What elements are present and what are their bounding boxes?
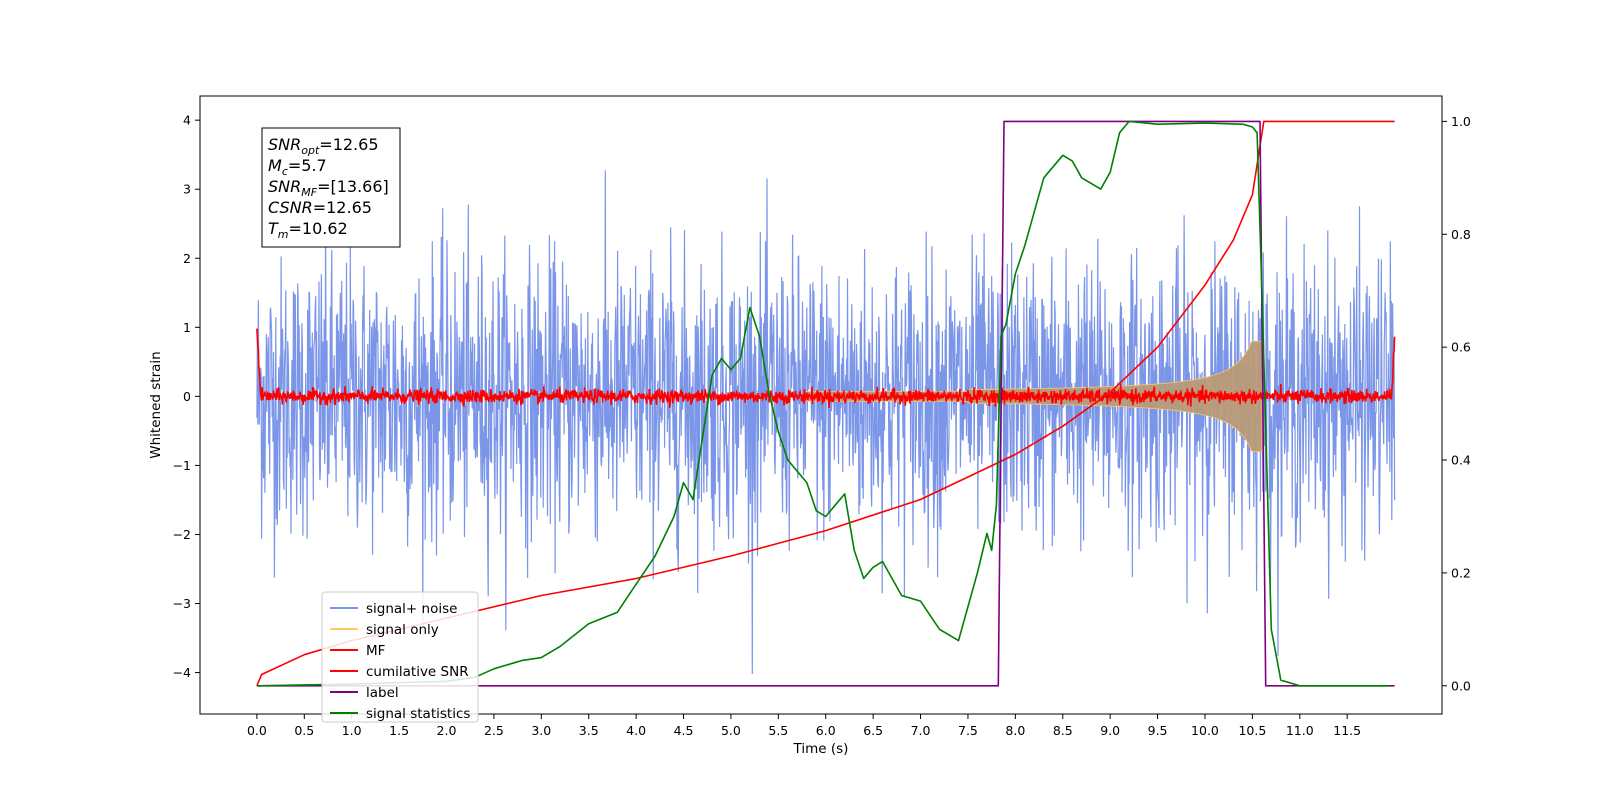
y2-tick-label: 0.8 <box>1451 227 1471 242</box>
x-tick-label: 0.5 <box>294 723 314 738</box>
y-tick-label: −3 <box>173 596 191 611</box>
x-tick-label: 8.5 <box>1053 723 1073 738</box>
info-symbol: CSNR <box>268 198 313 217</box>
legend-entry: signal+ noise <box>366 601 457 617</box>
info-value: =10.62 <box>289 219 348 238</box>
info-line: Mc=5.7 <box>268 156 327 178</box>
x-tick-label: 10.5 <box>1238 723 1266 738</box>
y-tick-label: −1 <box>173 458 191 473</box>
info-line: Tm=10.62 <box>268 219 348 241</box>
y2-tick-label: 1.0 <box>1451 114 1471 129</box>
y2-tick-label: 0.0 <box>1451 678 1471 693</box>
info-value: =[13.66] <box>317 177 389 196</box>
x-tick-label: 2.5 <box>484 723 504 738</box>
x-tick-label: 3.5 <box>579 723 599 738</box>
x-axis-ticks: 0.0 0.5 1.0 1.5 2.0 2.5 3.0 3.5 4.0 4.5 5.0 5.5 6.0 6… <box>247 714 1361 738</box>
info-symbol: M <box>268 156 282 175</box>
x-tick-label: 8.0 <box>1005 723 1025 738</box>
x-tick-label: 2.0 <box>437 723 457 738</box>
x-tick-label: 10.0 <box>1191 723 1219 738</box>
x-tick-label: 6.5 <box>863 723 883 738</box>
plot-data-layer <box>256 120 1396 687</box>
legend-entry: cumilative SNR <box>366 664 469 680</box>
info-symbol: T <box>268 219 279 238</box>
legend-entry: signal statistics <box>366 706 470 722</box>
y2-tick-label: 0.2 <box>1451 565 1471 580</box>
series-signal-noise <box>256 170 1396 675</box>
info-subscript: c <box>282 165 288 178</box>
series-signal-statistics <box>256 120 1390 687</box>
y-axis-ticks: 4 3 2 1 0 −1 −2 −3 −4 <box>173 113 200 680</box>
y-tick-label: 4 <box>183 113 191 128</box>
x-tick-label: 0.0 <box>247 723 267 738</box>
y-tick-label: −2 <box>173 527 191 542</box>
info-subscript: MF <box>301 186 317 199</box>
y-tick-label: 1 <box>183 320 191 335</box>
x-tick-label: 11.0 <box>1286 723 1314 738</box>
info-line: SNRopt=12.65 <box>268 135 379 157</box>
info-symbol: SNR <box>268 135 301 154</box>
y2-tick-label: 0.6 <box>1451 340 1471 355</box>
info-subscript: m <box>278 228 289 241</box>
x-tick-label: 4.5 <box>674 723 694 738</box>
y2-axis-ticks: 0.0 0.2 0.4 0.6 0.8 1.0 <box>1442 114 1471 693</box>
x-tick-label: 9.5 <box>1148 723 1168 738</box>
plot-frame <box>199 95 1443 715</box>
y-tick-label: 3 <box>183 182 191 197</box>
info-subscript: opt <box>301 144 320 157</box>
y-axis-label: Whitened strain <box>148 351 164 458</box>
info-value: =5.7 <box>288 156 327 175</box>
legend-entry: MF <box>366 643 385 659</box>
x-tick-label: 7.0 <box>911 723 931 738</box>
legend: signal+ noise signal only MF cumilative SNR… <box>321 591 479 723</box>
y-tick-label: 0 <box>183 389 191 404</box>
x-tick-label: 1.0 <box>342 723 362 738</box>
x-tick-label: 6.0 <box>816 723 836 738</box>
x-tick-label: 9.0 <box>1100 723 1120 738</box>
x-axis-label: Time (s) <box>793 741 849 757</box>
x-tick-label: 7.5 <box>958 723 978 738</box>
legend-entry: label <box>366 685 399 701</box>
x-tick-label: 4.0 <box>626 723 646 738</box>
info-box-frame <box>261 127 401 248</box>
legend-entry: signal only <box>366 622 439 638</box>
x-tick-label: 11.5 <box>1333 723 1361 738</box>
y-tick-label: 2 <box>183 251 191 266</box>
snr-info-box: SNRopt=12.65Mc=5.7SNRMF=[13.66]CSNR=12.6… <box>261 127 401 248</box>
legend-frame <box>321 591 479 723</box>
x-tick-label: 5.5 <box>768 723 788 738</box>
y2-tick-label: 0.4 <box>1451 453 1471 468</box>
x-tick-label: 1.5 <box>389 723 409 738</box>
x-tick-label: 3.0 <box>531 723 551 738</box>
y-tick-label: −4 <box>173 665 191 680</box>
info-line: CSNR=12.65 <box>268 198 372 217</box>
x-tick-label: 5.0 <box>721 723 741 738</box>
info-symbol: SNR <box>268 177 301 196</box>
info-value: =12.65 <box>319 135 378 154</box>
info-value: =12.65 <box>313 198 372 217</box>
info-line: SNRMF=[13.66] <box>268 177 389 199</box>
series-mf <box>256 328 1396 409</box>
